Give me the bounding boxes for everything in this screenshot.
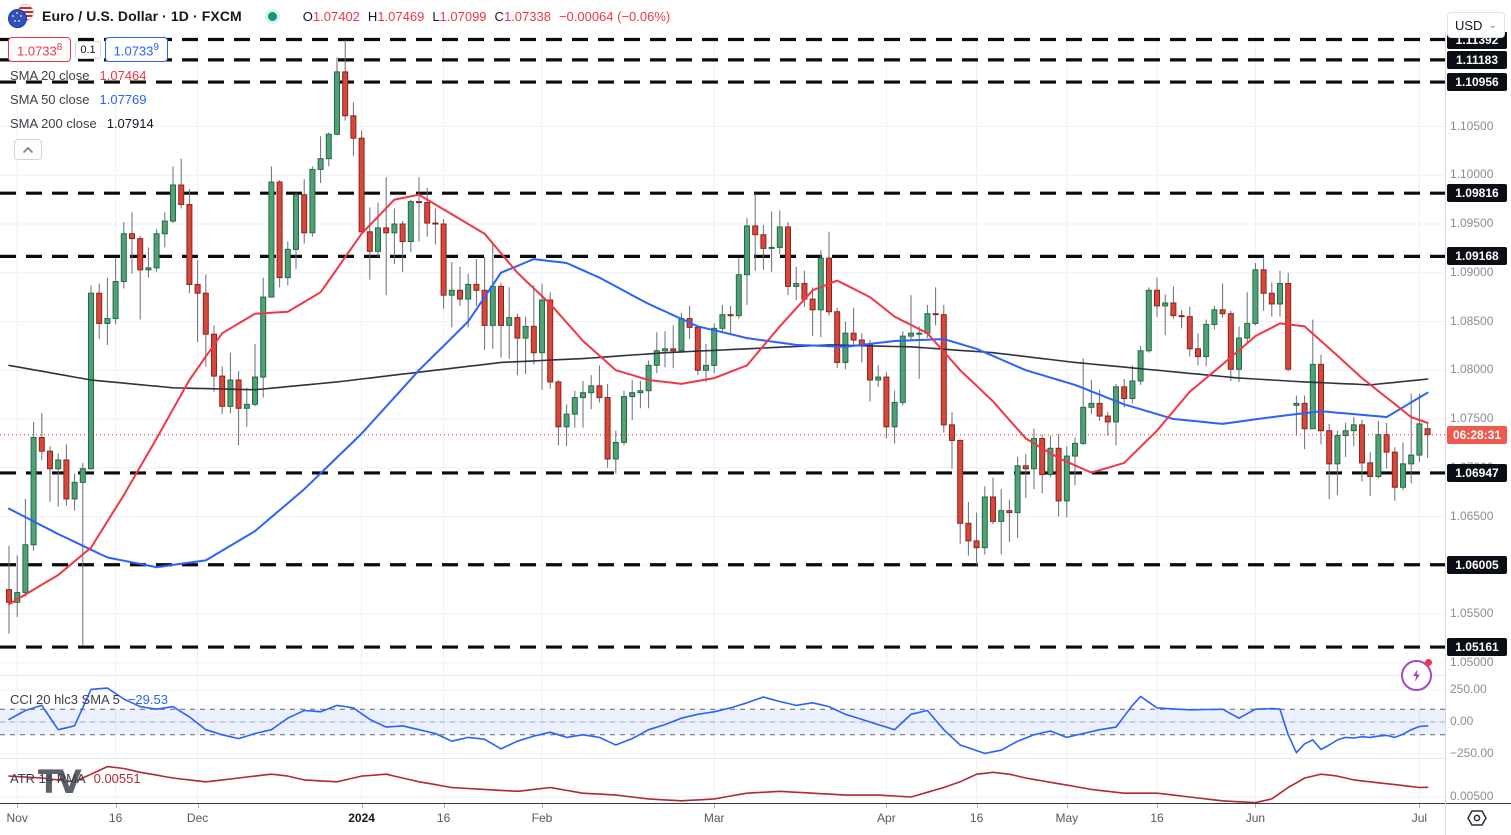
buy-button[interactable]: 1.07339 [104,37,168,63]
time-axis-label: Feb [531,811,553,825]
sma50-label: SMA 50 close [10,92,90,107]
time-axis-label: 16 [1150,811,1164,825]
atr-scale-label: 0.00500 [1450,789,1494,803]
level-price-label: 1.09816 [1447,184,1507,203]
time-axis-tick [443,804,445,808]
price-scale-label: 1.09500 [1450,216,1494,230]
legend-sma50[interactable]: SMA 50 close 1.07769 [10,92,147,107]
legend-cci[interactable]: CCI 20 hlc3 SMA 5 −29.53 [10,692,168,707]
market-status-dot[interactable] [267,11,277,21]
cci-value: −29.53 [127,692,168,707]
time-axis-label: Jun [1245,811,1266,825]
notification-dot [1425,659,1432,666]
eurusd-pair-icon [8,4,34,28]
cci-scale-label: 250.00 [1450,682,1487,696]
time-axis-label: Jul [1411,811,1428,825]
time-axis-label: 16 [436,811,451,825]
legend-sma200[interactable]: SMA 200 close 1.07914 [10,116,154,131]
time-axis-tick [1157,804,1158,808]
time-axis-tick [886,804,888,808]
time-axis-tick [361,804,363,808]
sma20-label: SMA 20 close [10,68,90,83]
level-price-label: 1.05161 [1447,638,1507,657]
ohlc-field: C1.07338 [494,8,551,24]
cci-scale-label: 0.00 [1450,714,1474,728]
ohlc-values: O1.07402 H1.07469 L1.07099 C1.07338 −0.00064… [303,9,670,24]
quote-panel: 1.07338 0.1 1.07339 [8,37,168,63]
time-axis-tick [542,804,543,808]
time-axis-tick [1255,804,1257,808]
time-axis-tick [115,804,117,808]
legend-atr[interactable]: ATR 14 RMA 0.00551 [10,771,141,786]
legend-sma20[interactable]: SMA 20 close 1.07464 [10,68,147,83]
time-axis-tick [1419,804,1421,808]
symbol-title[interactable]: Euro / U.S. Dollar · 1D · FXCM [42,8,242,24]
spread-value: 0.1 [75,40,101,59]
price-scale-label: 1.06500 [1450,508,1494,523]
time-axis-label: Nov [6,811,28,825]
bar-countdown-label: 06:28:31 [1447,425,1507,444]
symbol-header: Euro / U.S. Dollar · 1D · FXCM O1.07402 H… [0,0,1511,32]
atr-value: 0.00551 [93,771,141,786]
price-scale-label: 1.08000 [1450,362,1494,377]
time-axis-tick [17,804,19,808]
flash-events-button[interactable] [1401,659,1432,691]
time-axis-label: 16 [969,811,984,825]
collapse-legend-button[interactable] [14,139,42,160]
time-axis-label: Dec [186,811,209,825]
ohlc-field: L1.07099 [432,8,487,24]
price-change: −0.00064 (−0.06%) [558,8,671,24]
level-price-label: 1.11183 [1447,50,1507,69]
time-axis-label: May [1055,811,1079,825]
price-scale-label: 1.09000 [1450,264,1494,279]
sma200-value: 1.07914 [106,116,154,131]
ohlc-field: H1.07469 [367,8,425,24]
cci-label: CCI 20 hlc3 SMA 5 [10,692,120,707]
price-scale-label: 1.05500 [1450,606,1494,620]
sell-button[interactable]: 1.07338 [8,37,72,63]
sma200-label: SMA 200 close [10,116,97,131]
level-price-label: 1.06005 [1447,555,1507,574]
tradingview-watermark: TV [38,763,82,801]
atr-label: ATR 14 RMA [10,771,86,786]
price-scale-label: 1.05000 [1450,654,1494,669]
price-scale-label: 1.10000 [1450,167,1494,182]
price-scale-label: 1.10500 [1450,118,1494,133]
price-scale-label: 1.08500 [1450,313,1494,328]
time-axis-tick [197,804,199,808]
level-price-label: 1.06947 [1447,463,1507,482]
cci-scale-label: −250.00 [1450,746,1494,760]
price-scale-label: 1.07500 [1450,411,1494,425]
ohlc-field: O1.07402 [302,8,360,24]
time-axis-label: 16 [108,811,123,825]
time-axis-tick [1066,804,1068,808]
chevron-down-icon: ⌄ [1488,19,1497,31]
time-axis-label: 2024 [348,811,375,825]
time-axis-label: Mar [703,811,725,825]
time-axis-tick [714,804,716,808]
eye-icon[interactable] [1466,809,1488,832]
time-axis-label: Apr [877,811,896,825]
sma50-value: 1.07769 [99,92,147,107]
level-price-label: 1.10956 [1447,73,1507,92]
lightning-icon [1413,669,1420,682]
chevron-up-icon [22,146,34,153]
sma20-value: 1.07464 [99,68,147,83]
currency-unit-label: USD [1455,17,1483,33]
eu-flag-icon [8,9,27,28]
time-axis-tick [976,804,978,808]
level-price-label: 1.09168 [1447,247,1507,266]
currency-unit-dropdown[interactable]: USD ⌄ [1447,12,1505,38]
